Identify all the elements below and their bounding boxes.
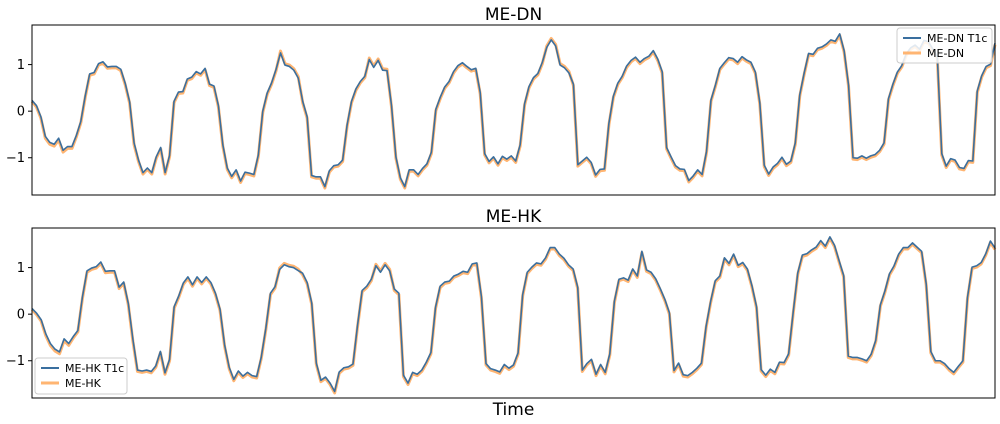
panel-me-hk: ME-HK −1 0 1 ME-HK T1c ME-HK bbox=[6, 207, 997, 399]
chart-title: ME-HK bbox=[486, 207, 542, 227]
x-axis-label: Time bbox=[492, 400, 535, 420]
y-tick-label: 0 bbox=[17, 308, 25, 323]
legend: ME-DN T1c ME-DN bbox=[896, 27, 993, 64]
y-tick-label: −1 bbox=[6, 354, 25, 369]
legend: ME-HK T1c ME-HK bbox=[34, 357, 128, 395]
plot-frame bbox=[31, 24, 996, 196]
y-axis: −1 0 1 bbox=[6, 58, 32, 166]
legend-label-fitted: ME-HK T1c bbox=[65, 362, 124, 375]
legend-label-observed: ME-HK bbox=[65, 377, 102, 390]
legend-label-observed: ME-DN bbox=[927, 47, 964, 60]
y-tick-label: 1 bbox=[17, 261, 25, 276]
y-tick-label: 1 bbox=[17, 58, 25, 73]
y-tick-label: 0 bbox=[17, 105, 25, 120]
panel-me-dn: ME-DN −1 0 1 ME-DN T1c ME-DN bbox=[6, 5, 997, 196]
series-line-fitted bbox=[31, 236, 996, 393]
chart-title: ME-DN bbox=[485, 5, 542, 25]
y-tick-label: −1 bbox=[6, 151, 25, 166]
series-line-fitted bbox=[31, 33, 996, 188]
y-axis: −1 0 1 bbox=[6, 261, 32, 369]
legend-label-fitted: ME-DN T1c bbox=[927, 32, 987, 45]
plot-frame bbox=[31, 227, 996, 399]
series-line-observed bbox=[30, 33, 997, 190]
